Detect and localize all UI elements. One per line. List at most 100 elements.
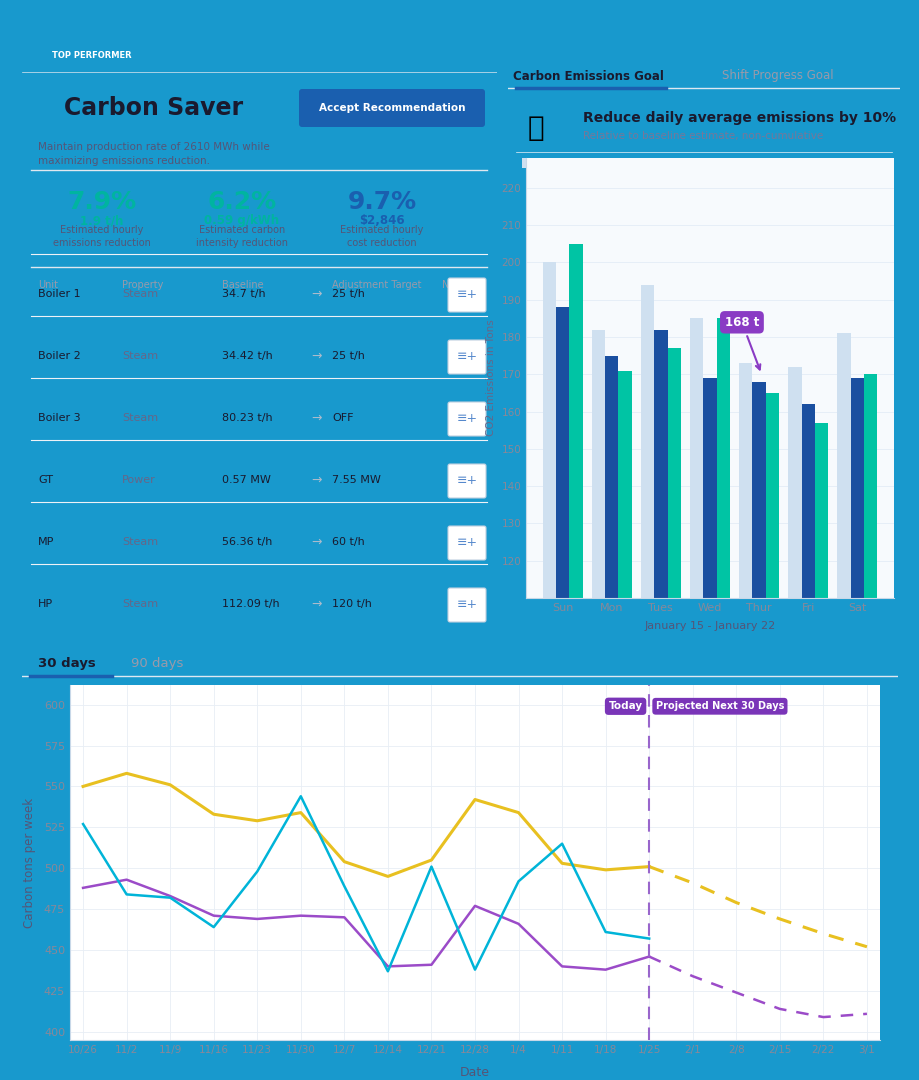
Text: 30 days: 30 days bbox=[38, 658, 96, 671]
Text: Boiler 3: Boiler 3 bbox=[38, 413, 81, 423]
Text: →: → bbox=[312, 350, 322, 363]
Text: 0.57 MW: 0.57 MW bbox=[221, 475, 270, 485]
Text: Estimated carbon
intensity reduction: Estimated carbon intensity reduction bbox=[196, 225, 288, 248]
Bar bbox=[555, 307, 569, 1008]
Text: ≡+: ≡+ bbox=[456, 351, 477, 364]
Text: Estimated hourly
emissions reduction: Estimated hourly emissions reduction bbox=[53, 225, 151, 248]
Text: 90 days: 90 days bbox=[130, 658, 183, 671]
Text: MP: MP bbox=[38, 537, 54, 546]
FancyBboxPatch shape bbox=[448, 588, 485, 622]
Text: ≡+: ≡+ bbox=[456, 413, 477, 426]
Text: ≡+: ≡+ bbox=[456, 474, 477, 487]
FancyBboxPatch shape bbox=[448, 340, 485, 374]
Text: →: → bbox=[312, 287, 322, 300]
Text: Steam: Steam bbox=[122, 289, 158, 299]
Bar bbox=[521, 158, 538, 168]
Text: Boiler 1: Boiler 1 bbox=[38, 289, 81, 299]
Text: TOP PERFORMER: TOP PERFORMER bbox=[52, 52, 131, 60]
Bar bbox=[800, 404, 814, 1008]
Text: →: → bbox=[312, 411, 322, 424]
Text: 7.9%: 7.9% bbox=[67, 190, 136, 214]
Circle shape bbox=[783, 694, 795, 706]
Text: HP: HP bbox=[38, 599, 53, 609]
Text: 25 t/h: 25 t/h bbox=[332, 351, 365, 361]
X-axis label: January 15 - January 22: January 15 - January 22 bbox=[643, 621, 775, 631]
Bar bbox=[640, 158, 655, 168]
Text: →: → bbox=[312, 473, 322, 486]
Text: Accept Recommendation: Accept Recommendation bbox=[318, 103, 465, 113]
Bar bbox=[757, 158, 773, 168]
Text: 1.9 t/h: 1.9 t/h bbox=[80, 214, 123, 227]
Bar bbox=[703, 378, 716, 1008]
Bar bbox=[618, 370, 631, 1008]
Text: 34.7 t/h: 34.7 t/h bbox=[221, 289, 266, 299]
Text: OFF: OFF bbox=[332, 413, 353, 423]
Bar bbox=[667, 348, 680, 1008]
Y-axis label: CO2 Emissions in Tons: CO2 Emissions in Tons bbox=[485, 320, 495, 436]
Text: 168 t: 168 t bbox=[724, 315, 759, 369]
Text: 80.23 t/h: 80.23 t/h bbox=[221, 413, 272, 423]
Text: 0.59 g/kWh: 0.59 g/kWh bbox=[204, 214, 279, 227]
Circle shape bbox=[693, 694, 705, 706]
Text: Baseline emissions: Baseline emissions bbox=[541, 158, 634, 168]
Text: Unit: Unit bbox=[38, 280, 58, 291]
Text: Shift Progress Goal: Shift Progress Goal bbox=[721, 69, 833, 82]
Text: ≡+: ≡+ bbox=[456, 537, 477, 550]
Text: Steam: Steam bbox=[122, 599, 158, 609]
X-axis label: Date: Date bbox=[460, 1066, 490, 1079]
Text: Notes: Notes bbox=[441, 280, 470, 291]
Text: 🎯: 🎯 bbox=[528, 114, 544, 141]
Text: Carbon Emissions Goal: Carbon Emissions Goal bbox=[512, 69, 663, 82]
Text: 112.09 t/h: 112.09 t/h bbox=[221, 599, 279, 609]
Text: Actual: Actual bbox=[800, 696, 834, 705]
FancyBboxPatch shape bbox=[448, 278, 485, 312]
Bar bbox=[641, 285, 653, 1008]
Text: Relative to baseline estimate, non-cumulative: Relative to baseline estimate, non-cumul… bbox=[583, 131, 823, 141]
Bar bbox=[850, 378, 863, 1008]
Text: Adjustment Target: Adjustment Target bbox=[332, 280, 421, 291]
Text: 34.42 t/h: 34.42 t/h bbox=[221, 351, 272, 361]
Text: Boiler 2: Boiler 2 bbox=[38, 351, 81, 361]
Bar bbox=[653, 329, 667, 1008]
FancyBboxPatch shape bbox=[30, 43, 153, 69]
Text: Carbon Saver: Carbon Saver bbox=[64, 96, 243, 120]
Text: Goal: Goal bbox=[709, 696, 734, 705]
Text: Maintain production rate of 2610 MWh while
maximizing emissions reduction.: Maintain production rate of 2610 MWh whi… bbox=[38, 141, 269, 166]
Text: Steam: Steam bbox=[122, 537, 158, 546]
Bar bbox=[765, 393, 778, 1008]
Text: →: → bbox=[312, 597, 322, 610]
FancyBboxPatch shape bbox=[299, 89, 484, 127]
Text: →: → bbox=[312, 536, 322, 549]
Bar bbox=[716, 319, 729, 1008]
Bar bbox=[788, 367, 800, 1008]
Text: 7.55 MW: 7.55 MW bbox=[332, 475, 380, 485]
Bar bbox=[739, 363, 752, 1008]
Circle shape bbox=[604, 694, 616, 706]
Text: 9.7%: 9.7% bbox=[347, 190, 416, 214]
Text: 60 t/h: 60 t/h bbox=[332, 537, 364, 546]
Text: Steam: Steam bbox=[122, 351, 158, 361]
Text: Baseline: Baseline bbox=[221, 280, 264, 291]
Text: Reduce daily average emissions by 10%: Reduce daily average emissions by 10% bbox=[583, 111, 895, 125]
Y-axis label: Carbon tons per week: Carbon tons per week bbox=[23, 797, 36, 928]
Text: Today: Today bbox=[607, 701, 642, 712]
Bar bbox=[569, 244, 582, 1008]
Bar bbox=[591, 329, 605, 1008]
Text: GT: GT bbox=[38, 475, 53, 485]
Bar bbox=[836, 334, 850, 1008]
Bar bbox=[605, 355, 618, 1008]
Text: Baseline: Baseline bbox=[619, 696, 666, 705]
Text: Projected Next 30 Days: Projected Next 30 Days bbox=[655, 701, 783, 712]
Text: $2,846: $2,846 bbox=[358, 214, 404, 227]
Bar bbox=[814, 422, 827, 1008]
Text: Estimated hourly
cost reduction: Estimated hourly cost reduction bbox=[340, 225, 424, 248]
Text: ≡+: ≡+ bbox=[456, 598, 477, 611]
Bar bbox=[689, 319, 703, 1008]
Bar bbox=[752, 381, 765, 1008]
Text: ≡+: ≡+ bbox=[456, 288, 477, 301]
Text: Emissions goal: Emissions goal bbox=[659, 158, 732, 168]
Text: 120 t/h: 120 t/h bbox=[332, 599, 371, 609]
Text: 25 t/h: 25 t/h bbox=[332, 289, 365, 299]
Text: ⏻: ⏻ bbox=[37, 98, 51, 122]
FancyBboxPatch shape bbox=[448, 402, 485, 436]
